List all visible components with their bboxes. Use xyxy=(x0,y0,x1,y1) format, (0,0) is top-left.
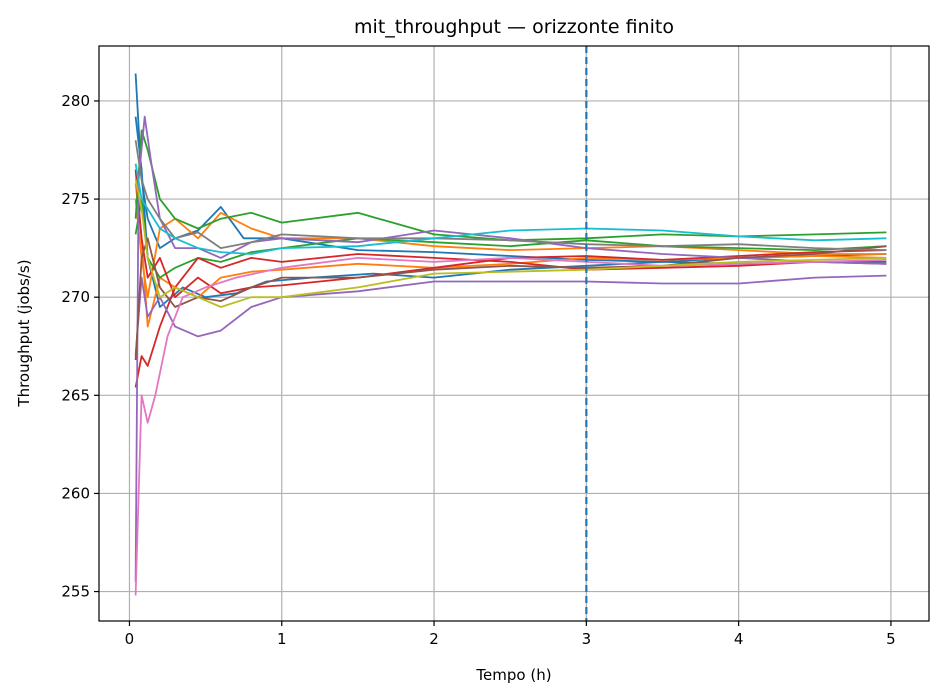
y-axis-label: Throughput (jobs/s) xyxy=(15,259,33,407)
series-line-11 xyxy=(134,237,887,361)
grid-lines xyxy=(99,46,929,621)
y-tick-label: 265 xyxy=(61,386,90,404)
y-tick-label: 255 xyxy=(61,583,90,601)
x-tick-label: 1 xyxy=(277,630,287,648)
y-tick-label: 270 xyxy=(61,288,90,306)
series-line-15 xyxy=(134,163,887,255)
series-line-5 xyxy=(134,129,887,242)
series-group xyxy=(134,73,887,596)
chart-title: mit_throughput — orizzonte finito xyxy=(354,16,674,38)
x-tick-label: 2 xyxy=(429,630,439,648)
plot-area-frame xyxy=(98,45,930,622)
y-axis-ticks: 255 260 265 270 275 280 xyxy=(61,92,99,601)
series-line-7 xyxy=(134,169,887,299)
series-line-8 xyxy=(134,253,887,388)
x-tick-label: 5 xyxy=(886,630,896,648)
series-line-13 xyxy=(134,140,887,251)
x-axis-ticks: 0 1 2 3 4 5 xyxy=(125,621,896,648)
y-tick-label: 280 xyxy=(61,92,90,110)
x-tick-label: 3 xyxy=(582,630,592,648)
x-tick-label: 0 xyxy=(125,630,135,648)
series-line-9 xyxy=(134,115,887,582)
series-line-14 xyxy=(134,179,887,308)
y-tick-label: 260 xyxy=(61,484,90,502)
x-tick-label: 4 xyxy=(734,630,744,648)
x-axis-label: Tempo (h) xyxy=(475,666,551,684)
y-tick-label: 275 xyxy=(61,190,90,208)
